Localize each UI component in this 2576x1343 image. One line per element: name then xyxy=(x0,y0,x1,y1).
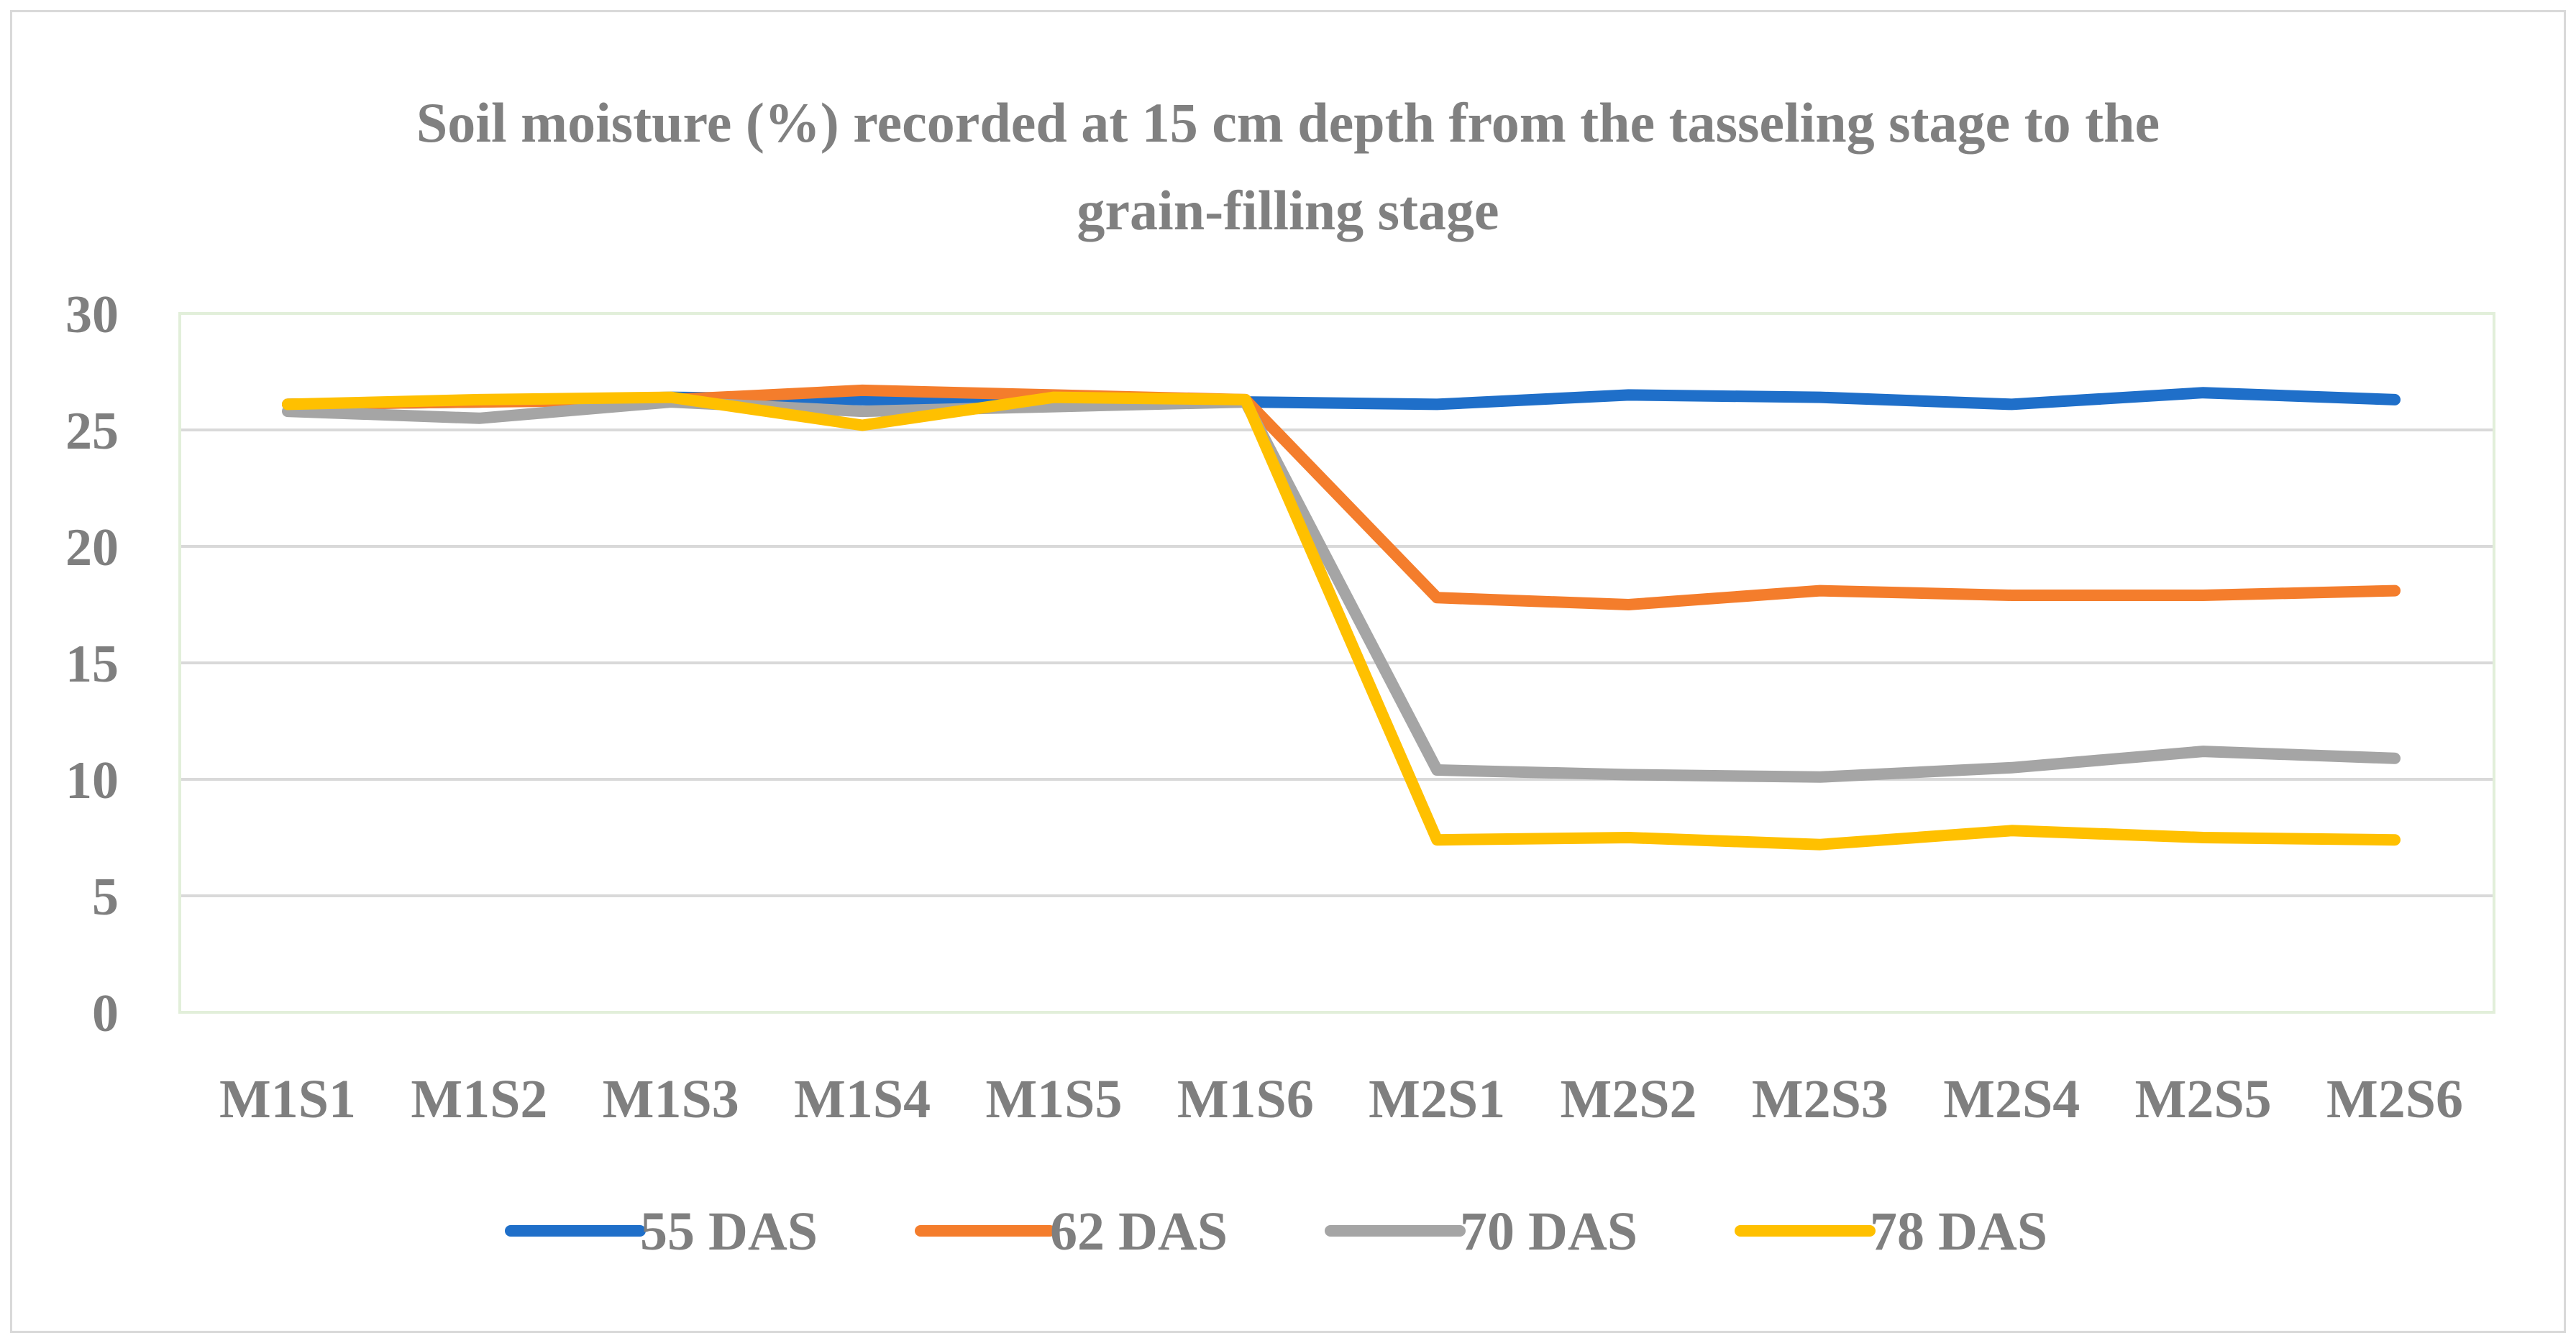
legend-item-70-das: 70 DAS xyxy=(1325,1201,1638,1262)
y-tick-label: 30 xyxy=(65,285,119,344)
legend-item-78-das: 78 DAS xyxy=(1735,1201,2047,1262)
x-category-label: M1S2 xyxy=(411,1069,547,1129)
x-category-label: M1S1 xyxy=(219,1069,356,1129)
y-tick-label: 5 xyxy=(92,868,119,927)
x-category-label: M2S4 xyxy=(1943,1069,2080,1129)
series-lines xyxy=(282,384,2401,851)
x-category-label: M1S4 xyxy=(794,1069,931,1129)
legend-label: 55 DAS xyxy=(640,1201,818,1262)
x-category-label: M1S5 xyxy=(985,1069,1122,1129)
gridlines xyxy=(180,428,2494,897)
x-category-label: M1S6 xyxy=(1177,1069,1314,1129)
x-category-label: M2S1 xyxy=(1369,1069,1505,1129)
x-category-label: M2S2 xyxy=(1561,1069,1697,1129)
plot-area-border xyxy=(178,312,2495,1014)
y-tick-label: 0 xyxy=(92,984,119,1043)
chart-frame xyxy=(10,10,2566,1333)
series-line-78-das xyxy=(282,391,2401,851)
series-line-62-das xyxy=(282,384,2401,610)
x-category-label: M2S6 xyxy=(2326,1069,2463,1129)
x-axis-categories: M1S1 M1S2 M1S3 M1S4 M1S5 M1S6 M2S1 M2S2 M2S3 M2S4… xyxy=(219,1069,2463,1129)
chart-title-line-2: grain-filling stage xyxy=(1077,179,1499,242)
y-tick-label: 25 xyxy=(65,402,119,461)
legend: 55 DAS 62 DAS 70 DAS 78 DAS xyxy=(505,1201,2047,1262)
y-tick-label: 15 xyxy=(65,635,119,694)
legend-label: 78 DAS xyxy=(1870,1201,2047,1262)
legend-item-55-das: 55 DAS xyxy=(505,1201,818,1262)
y-tick-label: 20 xyxy=(65,518,119,577)
x-category-label: M2S5 xyxy=(2135,1069,2272,1129)
chart-title: Soil moisture (%) recorded at 15 cm dept… xyxy=(0,79,2576,255)
series-line-70-das xyxy=(282,396,2401,783)
y-axis-ticks: 0 5 10 15 20 25 30 xyxy=(65,285,119,1043)
legend-label: 62 DAS xyxy=(1050,1201,1228,1262)
chart-title-line-1: Soil moisture (%) recorded at 15 cm dept… xyxy=(416,91,2160,154)
y-tick-label: 10 xyxy=(65,751,119,810)
x-category-label: M2S3 xyxy=(1752,1069,1888,1129)
legend-item-62-das: 62 DAS xyxy=(915,1201,1228,1262)
legend-label: 70 DAS xyxy=(1460,1201,1638,1262)
x-category-label: M1S3 xyxy=(603,1069,739,1129)
